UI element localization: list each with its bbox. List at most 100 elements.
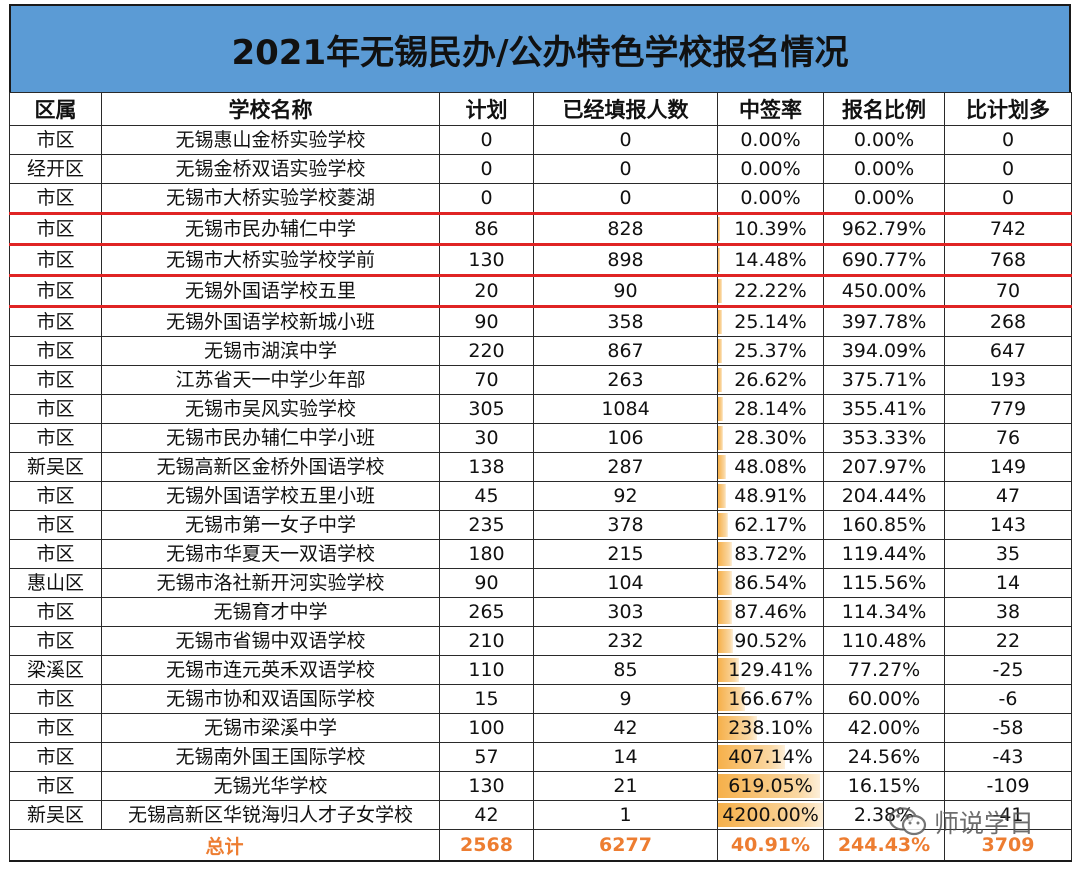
table-row: 市区 无锡市梁溪中学 100 42 238.10% 42.00% -58 <box>9 713 1072 743</box>
cell-ratio: 160.85% <box>823 510 945 540</box>
cell-rate: 48.08% <box>717 452 824 482</box>
cell-district: 市区 <box>9 597 102 627</box>
cell-diff: 47 <box>944 481 1072 511</box>
rate-value: 48.91% <box>734 485 807 507</box>
cell-plan: 15 <box>439 684 534 714</box>
cell-ratio: 690.77% <box>823 243 945 277</box>
cell-ratio: 24.56% <box>823 742 945 772</box>
cell-applicants: 0 <box>533 183 718 214</box>
table-row: 市区 无锡市省锡中双语学校 210 232 90.52% 110.48% 22 <box>9 626 1072 656</box>
cell-district: 市区 <box>9 394 102 424</box>
rate-databar <box>718 542 732 566</box>
cell-rate: 22.22% <box>717 274 824 308</box>
rate-databar <box>718 368 723 392</box>
rate-value: 129.41% <box>728 659 813 681</box>
cell-ratio: 42.00% <box>823 713 945 743</box>
cell-ratio: 375.71% <box>823 365 945 395</box>
total-diff: 3709 <box>944 829 1072 862</box>
cell-district: 市区 <box>9 212 102 246</box>
cell-school: 无锡市第一女子中学 <box>101 510 440 540</box>
rate-databar <box>718 716 758 740</box>
cell-district: 市区 <box>9 742 102 772</box>
cell-plan: 20 <box>439 274 534 308</box>
cell-rate: 48.91% <box>717 481 824 511</box>
cell-rate: 83.72% <box>717 539 824 569</box>
rate-value: 407.14% <box>728 746 813 768</box>
table-row: 市区 无锡南外国王国际学校 57 14 407.14% 24.56% -43 <box>9 742 1072 772</box>
rate-value: 28.30% <box>734 427 807 449</box>
header-school: 学校名称 <box>101 92 440 126</box>
cell-diff: 268 <box>944 306 1072 337</box>
cell-applicants: 1 <box>533 800 718 830</box>
cell-rate: 4200.00% <box>717 800 824 830</box>
table-row: 市区 无锡市第一女子中学 235 378 62.17% 160.85% 143 <box>9 510 1072 540</box>
cell-applicants: 104 <box>533 568 718 598</box>
cell-rate: 28.14% <box>717 394 824 424</box>
cell-applicants: 42 <box>533 713 718 743</box>
report-container: 2021年无锡民办/公办特色学校报名情况 区属 学校名称 计划 已经填报人数 中… <box>9 4 1072 862</box>
cell-applicants: 828 <box>533 212 718 246</box>
cell-rate: 238.10% <box>717 713 824 743</box>
cell-applicants: 106 <box>533 423 718 453</box>
table-row: 市区 无锡市大桥实验学校菱湖 0 0 0.00% 0.00% 0 <box>9 183 1072 214</box>
cell-applicants: 21 <box>533 771 718 801</box>
table-row: 市区 无锡外国语学校五里 20 90 22.22% 450.00% 70 <box>9 274 1072 308</box>
rate-databar <box>718 217 720 241</box>
rate-value: 619.05% <box>728 775 813 797</box>
cell-rate: 62.17% <box>717 510 824 540</box>
cell-plan: 138 <box>439 452 534 482</box>
cell-diff: 38 <box>944 597 1072 627</box>
cell-district: 梁溪区 <box>9 655 102 685</box>
cell-district: 市区 <box>9 183 102 214</box>
rate-databar <box>718 310 723 334</box>
rate-value: 22.22% <box>734 280 807 302</box>
cell-rate: 86.54% <box>717 568 824 598</box>
cell-ratio: 207.97% <box>823 452 945 482</box>
cell-school: 无锡市吴风实验学校 <box>101 394 440 424</box>
cell-ratio: 119.44% <box>823 539 945 569</box>
rate-databar <box>718 484 727 508</box>
cell-school: 无锡高新区金桥外国语学校 <box>101 452 440 482</box>
cell-rate: 129.41% <box>717 655 824 685</box>
table-row: 惠山区 无锡市洛社新开河实验学校 90 104 86.54% 115.56% 14 <box>9 568 1072 598</box>
cell-applicants: 898 <box>533 243 718 277</box>
cell-school: 无锡市华夏天一双语学校 <box>101 539 440 569</box>
header-ratio: 报名比例 <box>823 92 945 126</box>
cell-school: 无锡外国语学校五里小班 <box>101 481 440 511</box>
cell-plan: 265 <box>439 597 534 627</box>
cell-diff: 0 <box>944 154 1072 184</box>
table-row: 新吴区 无锡高新区华锐海归人才子女学校 42 1 4200.00% 2.38% -41 <box>9 800 1072 830</box>
cell-district: 市区 <box>9 684 102 714</box>
cell-applicants: 92 <box>533 481 718 511</box>
watermark: 师说学日 <box>888 804 1034 840</box>
table-row: 梁溪区 无锡市连元英禾双语学校 110 85 129.41% 77.27% -25 <box>9 655 1072 685</box>
cell-ratio: 962.79% <box>823 212 945 246</box>
cell-plan: 30 <box>439 423 534 453</box>
header-plan: 计划 <box>439 92 534 126</box>
rate-value: 0.00% <box>740 129 801 151</box>
cell-diff: -41 <box>944 800 1072 830</box>
cell-rate: 25.37% <box>717 336 824 366</box>
cell-district: 市区 <box>9 626 102 656</box>
cell-plan: 130 <box>439 243 534 277</box>
cell-rate: 0.00% <box>717 125 824 155</box>
cell-district: 市区 <box>9 481 102 511</box>
rate-value: 86.54% <box>734 572 807 594</box>
table-row: 市区 无锡外国语学校五里小班 45 92 48.91% 204.44% 47 <box>9 481 1072 511</box>
cell-plan: 305 <box>439 394 534 424</box>
cell-ratio: 353.33% <box>823 423 945 453</box>
table-row: 市区 无锡外国语学校新城小班 90 358 25.14% 397.78% 268 <box>9 306 1072 337</box>
rate-databar <box>718 658 740 682</box>
rate-databar <box>718 248 721 272</box>
cell-applicants: 232 <box>533 626 718 656</box>
cell-school: 无锡市省锡中双语学校 <box>101 626 440 656</box>
rate-databar <box>718 600 733 624</box>
cell-applicants: 1084 <box>533 394 718 424</box>
cell-district: 市区 <box>9 365 102 395</box>
cell-school: 江苏省天一中学少年部 <box>101 365 440 395</box>
table-row: 新吴区 无锡高新区金桥外国语学校 138 287 48.08% 207.97% 149 <box>9 452 1072 482</box>
cell-plan: 220 <box>439 336 534 366</box>
rate-databar <box>718 339 723 363</box>
cell-diff: -109 <box>944 771 1072 801</box>
rate-databar <box>718 745 785 769</box>
